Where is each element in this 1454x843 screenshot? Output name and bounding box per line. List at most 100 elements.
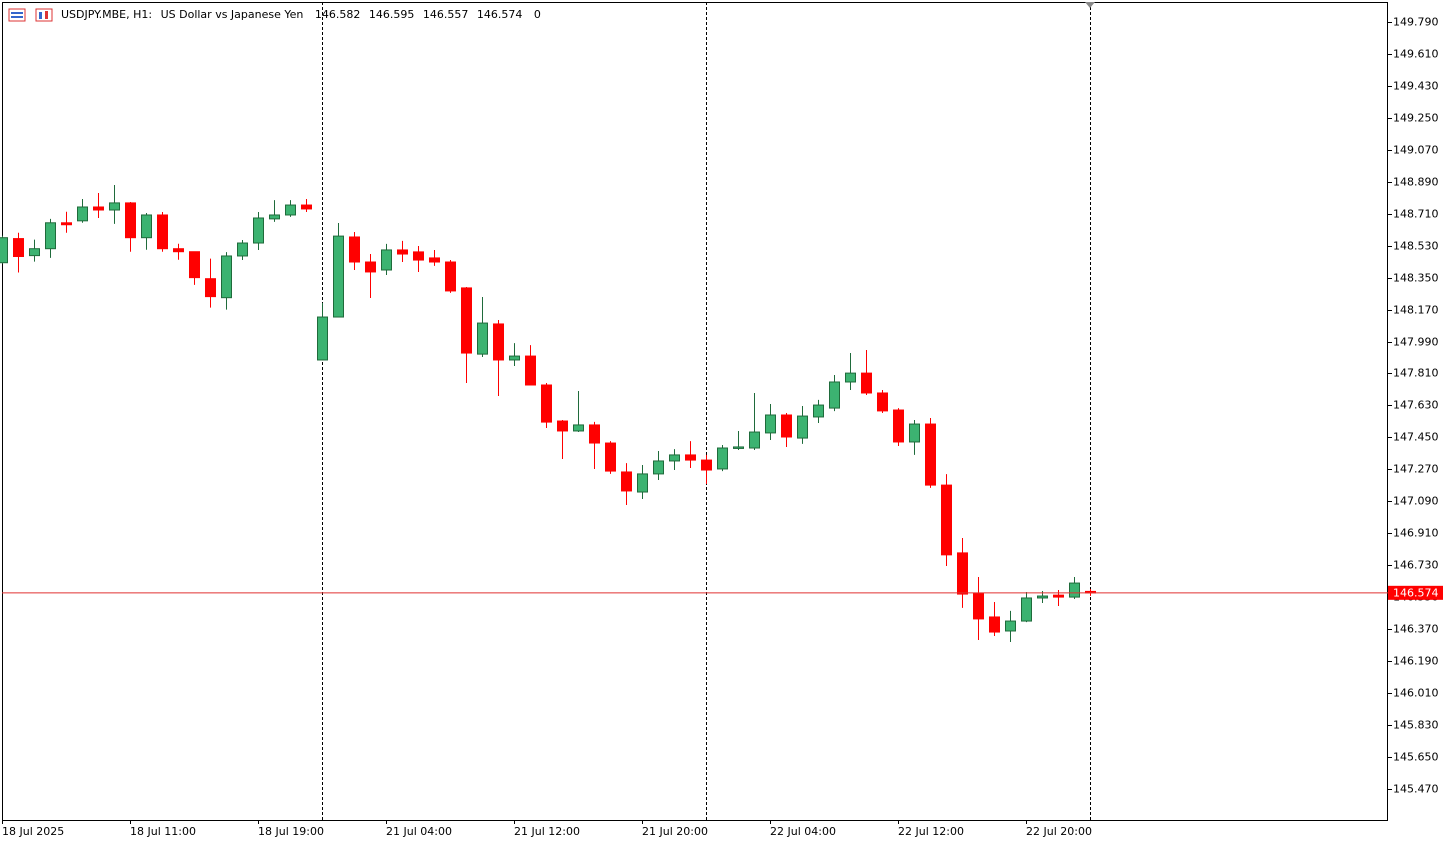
plot-frame bbox=[2, 2, 1388, 821]
candle-body bbox=[733, 446, 744, 449]
open-value: 146.582 bbox=[314, 8, 361, 21]
candle-body bbox=[909, 423, 920, 443]
candle-body bbox=[477, 322, 488, 355]
candle-body bbox=[957, 552, 968, 595]
y-tick-label: 149.790 bbox=[1393, 16, 1439, 29]
candle-body bbox=[77, 206, 88, 222]
y-tick-label: 145.830 bbox=[1393, 719, 1439, 732]
x-tick-label: 21 Jul 20:00 bbox=[642, 825, 708, 838]
candle-body bbox=[157, 214, 168, 250]
candle-body bbox=[1005, 620, 1016, 632]
candle-body bbox=[1069, 582, 1080, 598]
icon bbox=[8, 8, 26, 22]
x-tick-label: 18 Jul 19:00 bbox=[258, 825, 324, 838]
candle-body bbox=[973, 592, 984, 620]
candle-body bbox=[29, 248, 40, 257]
x-tick-label: 18 Jul 11:00 bbox=[130, 825, 196, 838]
candle-body bbox=[637, 473, 648, 493]
x-tick-label: 21 Jul 12:00 bbox=[514, 825, 580, 838]
candle-body bbox=[829, 381, 840, 409]
candle-body bbox=[125, 202, 136, 239]
y-tick-label: 149.610 bbox=[1393, 48, 1439, 61]
candle-body bbox=[381, 249, 392, 271]
y-tick-label: 147.090 bbox=[1393, 495, 1439, 508]
candle-body bbox=[93, 206, 104, 211]
candle-body bbox=[365, 261, 376, 273]
candle-body bbox=[349, 236, 360, 263]
price-label: 146.574 bbox=[1393, 586, 1439, 599]
candle-body bbox=[765, 414, 776, 434]
icon bbox=[35, 8, 53, 22]
icon bbox=[39, 12, 42, 19]
candle-body bbox=[237, 242, 248, 257]
y-tick-label: 149.070 bbox=[1393, 144, 1439, 157]
candle-body bbox=[285, 204, 296, 216]
chart-icons bbox=[8, 8, 53, 22]
y-tick-label: 146.010 bbox=[1393, 687, 1439, 700]
candle-body bbox=[397, 249, 408, 255]
candle-body bbox=[893, 409, 904, 443]
candle-body bbox=[797, 415, 808, 439]
y-tick-label: 146.190 bbox=[1393, 655, 1439, 668]
y-tick-label: 147.810 bbox=[1393, 367, 1439, 380]
y-tick-label: 147.630 bbox=[1393, 399, 1439, 412]
candle-body bbox=[845, 372, 856, 383]
candle-body bbox=[445, 261, 456, 292]
candle-body bbox=[653, 460, 664, 475]
x-tick-label: 18 Jul 2025 bbox=[2, 825, 64, 838]
candle-body bbox=[333, 235, 344, 318]
y-tick-label: 145.470 bbox=[1393, 783, 1439, 796]
candle-body bbox=[509, 355, 520, 361]
y-tick-label: 145.650 bbox=[1393, 751, 1439, 764]
high-value: 146.595 bbox=[368, 8, 415, 21]
candle-body bbox=[109, 202, 120, 211]
candle-body bbox=[253, 217, 264, 244]
candle-body bbox=[61, 222, 72, 226]
candle-body bbox=[1053, 594, 1064, 598]
candle-body bbox=[589, 424, 600, 444]
candle-body bbox=[189, 251, 200, 279]
candle-body bbox=[573, 424, 584, 432]
candle-body bbox=[781, 414, 792, 438]
y-tick-label: 147.450 bbox=[1393, 431, 1439, 444]
candle-body bbox=[429, 257, 440, 263]
candle-body bbox=[989, 616, 1000, 633]
candle-body bbox=[221, 255, 232, 299]
shift-marker bbox=[1085, 2, 1095, 8]
y-tick-label: 148.170 bbox=[1393, 304, 1439, 317]
y-tick-label: 149.250 bbox=[1393, 112, 1439, 125]
candle-body bbox=[685, 454, 696, 461]
y-tick-label: 148.530 bbox=[1393, 240, 1439, 253]
y-tick-label: 148.350 bbox=[1393, 272, 1439, 285]
description: US Dollar vs Japanese Yen bbox=[160, 8, 304, 21]
candle-body bbox=[749, 431, 760, 449]
x-tick-label: 22 Jul 12:00 bbox=[898, 825, 964, 838]
price-label-box bbox=[1388, 585, 1443, 600]
candle-body bbox=[13, 238, 24, 258]
candle-body bbox=[1037, 595, 1048, 599]
close-value: 146.574 bbox=[476, 8, 523, 21]
y-tick-label: 146.730 bbox=[1393, 559, 1439, 572]
chart-header: USDJPY.MBE, H1: US Dollar vs Japanese Ye… bbox=[61, 8, 546, 21]
y-tick-label: 148.890 bbox=[1393, 176, 1439, 189]
candle-body bbox=[925, 423, 936, 486]
candle-body bbox=[717, 447, 728, 470]
candle-body bbox=[413, 251, 424, 261]
candle-body bbox=[205, 278, 216, 298]
symbol: USDJPY.MBE, H1: bbox=[61, 8, 153, 21]
candle-body bbox=[621, 471, 632, 492]
candle-body bbox=[541, 384, 552, 423]
icon bbox=[45, 11, 48, 19]
candle-body bbox=[461, 287, 472, 354]
y-tick-label: 147.990 bbox=[1393, 336, 1439, 349]
candle-body bbox=[317, 316, 328, 361]
candle-body bbox=[45, 222, 56, 250]
candle-body bbox=[269, 214, 280, 220]
candle-body bbox=[941, 484, 952, 556]
candle-body bbox=[557, 420, 568, 432]
candle-body bbox=[525, 355, 536, 386]
candle-body bbox=[861, 372, 872, 394]
candle-body bbox=[813, 404, 824, 418]
